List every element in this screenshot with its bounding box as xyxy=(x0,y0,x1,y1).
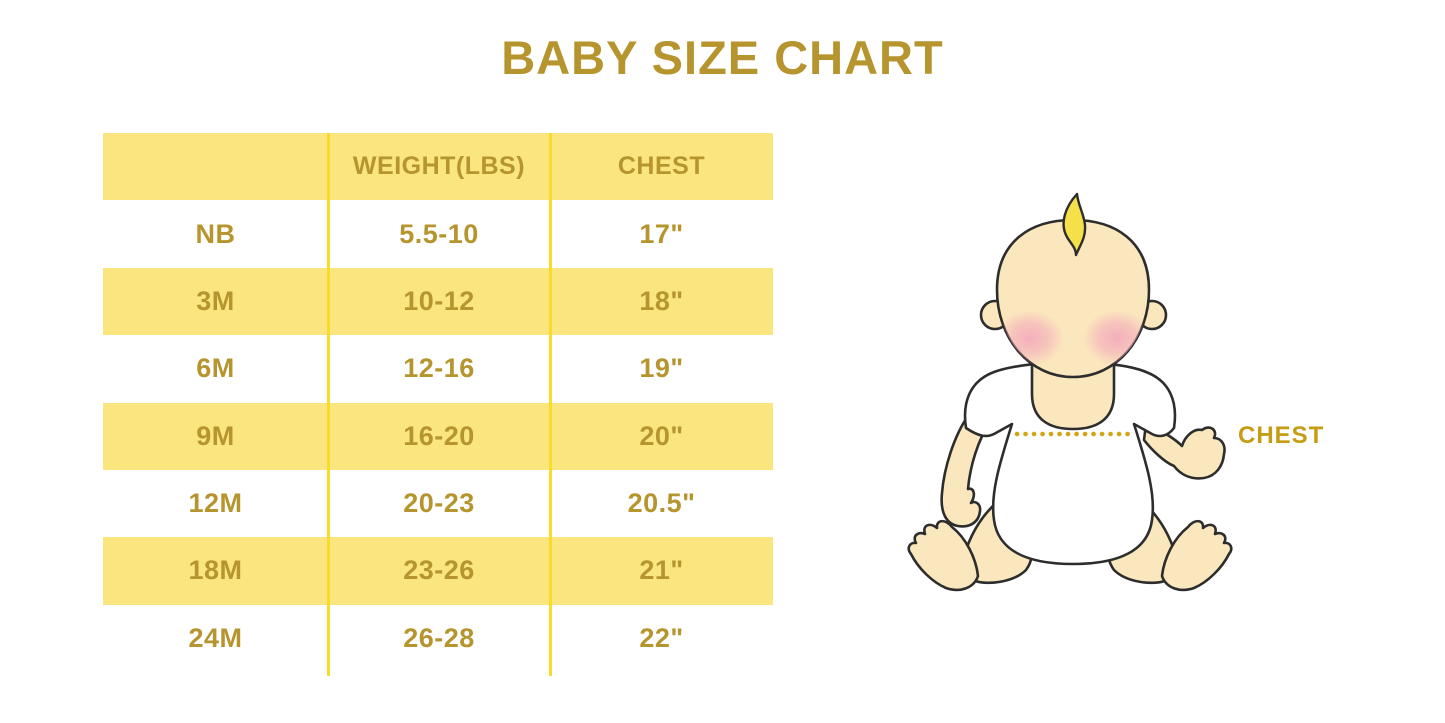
table-row-24m: 24M 26-28 22" xyxy=(103,605,773,672)
column-header-weight: WEIGHT(LBS) xyxy=(352,152,526,181)
column-header-chest: CHEST xyxy=(617,152,706,181)
chest-label: CHEST xyxy=(1238,422,1325,449)
baby-figure xyxy=(907,192,1233,592)
size-cell: NB xyxy=(195,218,236,249)
baby-illustration xyxy=(880,178,1340,638)
baby-left-arm xyxy=(940,414,992,528)
size-cell: 9M xyxy=(196,420,235,451)
baby-right-arm xyxy=(1142,422,1226,480)
weight-cell: 5.5-10 xyxy=(399,218,479,249)
column-divider-2 xyxy=(549,133,552,676)
weight-cell: 16-20 xyxy=(403,420,475,451)
table-header-row: WEIGHT(LBS) CHEST xyxy=(103,133,773,201)
weight-cell: 12-16 xyxy=(403,353,475,384)
column-header-size xyxy=(103,133,328,200)
baby-hair-tuft xyxy=(1062,192,1087,257)
chest-cell: 19" xyxy=(639,353,684,384)
weight-cell: 23-26 xyxy=(403,555,475,586)
weight-cell: 20-23 xyxy=(403,488,475,519)
weight-cell: 10-12 xyxy=(403,285,475,316)
chest-cell: 18" xyxy=(639,285,684,316)
table-row-3m: 3M 10-12 18" xyxy=(103,267,773,336)
column-divider-1 xyxy=(327,133,330,676)
table-row-9m: 9M 16-20 20" xyxy=(103,402,773,470)
chest-cell: 20" xyxy=(639,420,684,451)
size-cell: 6M xyxy=(196,353,235,384)
size-cell: 18M xyxy=(188,555,243,586)
chest-cell: 22" xyxy=(639,622,684,653)
table-row-12m: 12M 20-23 20.5" xyxy=(103,470,773,537)
chest-cell: 21" xyxy=(639,555,684,586)
chest-cell: 20.5" xyxy=(627,488,696,519)
table-row-18m: 18M 23-26 21" xyxy=(103,537,773,605)
size-cell: 3M xyxy=(196,285,235,316)
page-title: BABY SIZE CHART xyxy=(501,31,944,84)
size-cell: 24M xyxy=(188,622,243,653)
weight-cell: 26-28 xyxy=(403,622,475,653)
baby-neck xyxy=(1030,358,1116,431)
size-table: WEIGHT(LBS) CHEST NB 5.5-10 17" 3M 10-12… xyxy=(103,133,773,676)
chest-cell: 17" xyxy=(639,218,684,249)
size-cell: 12M xyxy=(188,488,243,519)
table-row-nb: NB 5.5-10 17" xyxy=(103,200,773,267)
table-row-6m: 6M 12-16 19" xyxy=(103,335,773,402)
